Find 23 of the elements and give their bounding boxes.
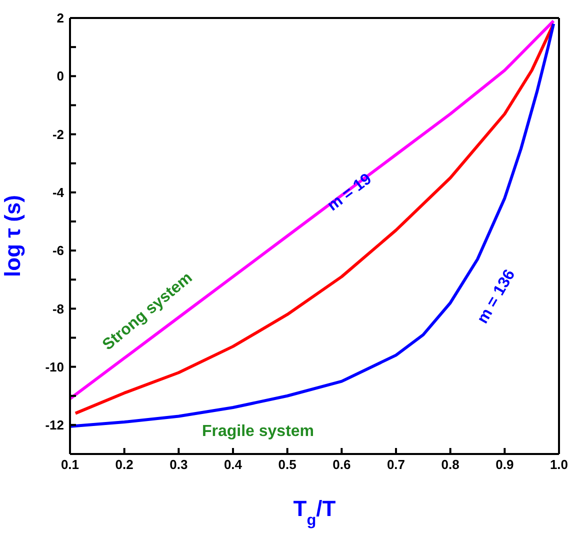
- y-tick-label: -10: [45, 359, 64, 374]
- y-tick-label: -12: [45, 418, 64, 433]
- x-tick-label: 0.7: [386, 457, 406, 472]
- x-tick-label: 0.2: [115, 457, 134, 472]
- x-tick-label: 0.6: [332, 457, 351, 472]
- annotation: m = 136: [474, 266, 519, 327]
- x-tick-label: 0.5: [278, 457, 296, 472]
- y-tick-label: 0: [56, 68, 64, 84]
- x-axis-title: T$_{g}$/T: [293, 496, 336, 528]
- y-axis-title: log τ (s): [0, 195, 25, 277]
- x-tick-label: 0.8: [441, 457, 460, 472]
- y-tick-label: -4: [52, 185, 65, 200]
- y-tick-label: 2: [56, 10, 64, 26]
- annotation: Fragile system: [202, 423, 314, 440]
- x-tick-label: 1.0: [550, 457, 568, 472]
- y-tick-label: -6: [52, 243, 64, 258]
- y-tick-label: -8: [52, 301, 64, 316]
- annotation: m = 19: [324, 170, 375, 215]
- x-tick-label: 0.3: [170, 457, 188, 472]
- x-tick-label: 0.4: [224, 457, 243, 472]
- x-tick-label: 0.9: [496, 457, 514, 472]
- y-tick-label: -2: [52, 126, 64, 142]
- x-tick-label: 0.1: [60, 457, 80, 472]
